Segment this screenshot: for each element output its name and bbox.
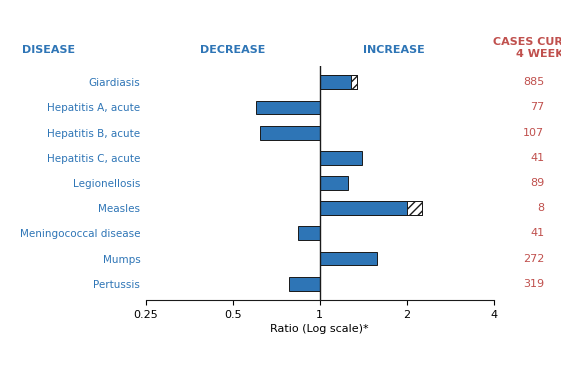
Text: INCREASE: INCREASE — [362, 45, 424, 55]
Text: 885: 885 — [523, 77, 544, 87]
Text: DISEASE: DISEASE — [22, 45, 76, 55]
Text: 41: 41 — [530, 228, 544, 238]
Bar — [320, 176, 348, 190]
Text: 107: 107 — [523, 128, 544, 138]
Bar — [320, 75, 357, 89]
Bar — [320, 201, 407, 215]
Bar — [320, 201, 421, 215]
Bar — [407, 201, 421, 215]
Text: 89: 89 — [530, 178, 544, 188]
Text: CASES CURRENT
4 WEEKS: CASES CURRENT 4 WEEKS — [493, 37, 561, 59]
Bar — [351, 75, 357, 89]
Text: 319: 319 — [523, 279, 544, 289]
Bar — [298, 227, 320, 240]
Bar — [288, 277, 320, 291]
Text: 272: 272 — [523, 254, 544, 264]
Bar — [320, 252, 377, 265]
Text: 41: 41 — [530, 153, 544, 163]
Bar — [320, 151, 362, 165]
Bar — [260, 126, 320, 139]
X-axis label: Ratio (Log scale)*: Ratio (Log scale)* — [270, 324, 369, 334]
Text: 77: 77 — [530, 102, 544, 112]
Text: 8: 8 — [537, 203, 544, 213]
Bar — [256, 101, 320, 114]
Text: DECREASE: DECREASE — [200, 45, 265, 55]
Bar — [320, 75, 351, 89]
